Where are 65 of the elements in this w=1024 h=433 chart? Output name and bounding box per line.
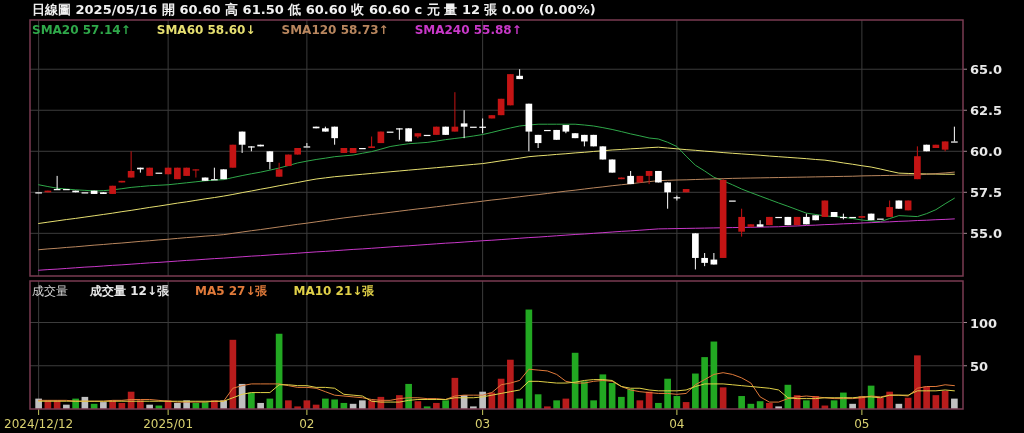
candlestick xyxy=(192,168,200,179)
chart-title: 成交量 xyxy=(32,284,68,298)
bar xyxy=(100,402,107,409)
line-series xyxy=(38,379,955,403)
candlestick xyxy=(127,150,135,179)
candlestick xyxy=(396,127,403,141)
bar xyxy=(590,400,597,409)
line-series xyxy=(38,123,955,223)
bar xyxy=(516,398,523,409)
candlestick xyxy=(710,252,718,266)
bar xyxy=(581,381,588,409)
candlestick xyxy=(266,150,274,170)
y-tick-label: 65.0 xyxy=(970,62,1003,78)
candlestick xyxy=(738,208,745,238)
text: MA5 27↓張 xyxy=(194,284,269,298)
bar xyxy=(886,391,893,409)
bar xyxy=(664,378,671,409)
y-tick-label: 100 xyxy=(970,315,998,331)
candlestick xyxy=(756,219,764,228)
x-tick-label: 04 xyxy=(669,417,685,431)
bar xyxy=(322,398,329,409)
bar xyxy=(877,397,884,409)
line-series xyxy=(38,146,955,224)
x-tick-label: 05 xyxy=(854,417,870,431)
line-series xyxy=(38,218,955,271)
bar xyxy=(331,399,338,409)
y-tick-label: 60.0 xyxy=(970,144,1003,160)
candlestick xyxy=(914,145,921,180)
y-tick-label: 57.5 xyxy=(970,185,1003,201)
bar xyxy=(627,389,634,409)
y-tick-label: 62.5 xyxy=(970,103,1003,119)
bar xyxy=(951,398,958,409)
bar xyxy=(359,400,366,409)
text: SMA240 55.88↑ xyxy=(414,23,522,37)
bar xyxy=(553,400,560,409)
bar xyxy=(618,396,625,409)
chart-title: 日線圖 2025/05/16 開 60.60 高 61.50 低 60.60 收 60.60 c 元 量 12 張 0.00 (0.00%) xyxy=(32,2,596,17)
x-tick-label: 03 xyxy=(474,417,491,431)
candlestick xyxy=(451,91,459,133)
candlestick xyxy=(460,109,468,139)
line-series xyxy=(38,368,955,403)
bar xyxy=(923,386,930,409)
bar xyxy=(507,359,514,409)
bar xyxy=(285,400,292,409)
candlestick xyxy=(664,181,671,210)
text: SMA120 58.73↑ xyxy=(281,23,389,37)
bar xyxy=(701,357,708,409)
text: SMA60 58.60↓ xyxy=(156,23,256,37)
x-tick-label: 2025/01 xyxy=(143,417,194,431)
x-tick-label: 2024/12/12 xyxy=(4,417,74,431)
bar xyxy=(442,400,449,409)
bar xyxy=(248,392,255,409)
x-tick-label: 02 xyxy=(299,417,315,431)
bar xyxy=(692,373,699,409)
candlestick xyxy=(951,126,958,143)
bar xyxy=(738,396,745,409)
y-tick-label: 50 xyxy=(970,358,989,374)
bar xyxy=(914,355,921,409)
text: 成交量 12↓張 xyxy=(89,284,170,298)
text: SMA20 57.14↑ xyxy=(32,23,131,37)
candlestick xyxy=(645,170,653,185)
bar xyxy=(803,400,810,409)
candlestick xyxy=(303,142,311,148)
y-tick-label: 55.0 xyxy=(970,226,1003,242)
text: MA10 21↓張 xyxy=(293,284,376,298)
